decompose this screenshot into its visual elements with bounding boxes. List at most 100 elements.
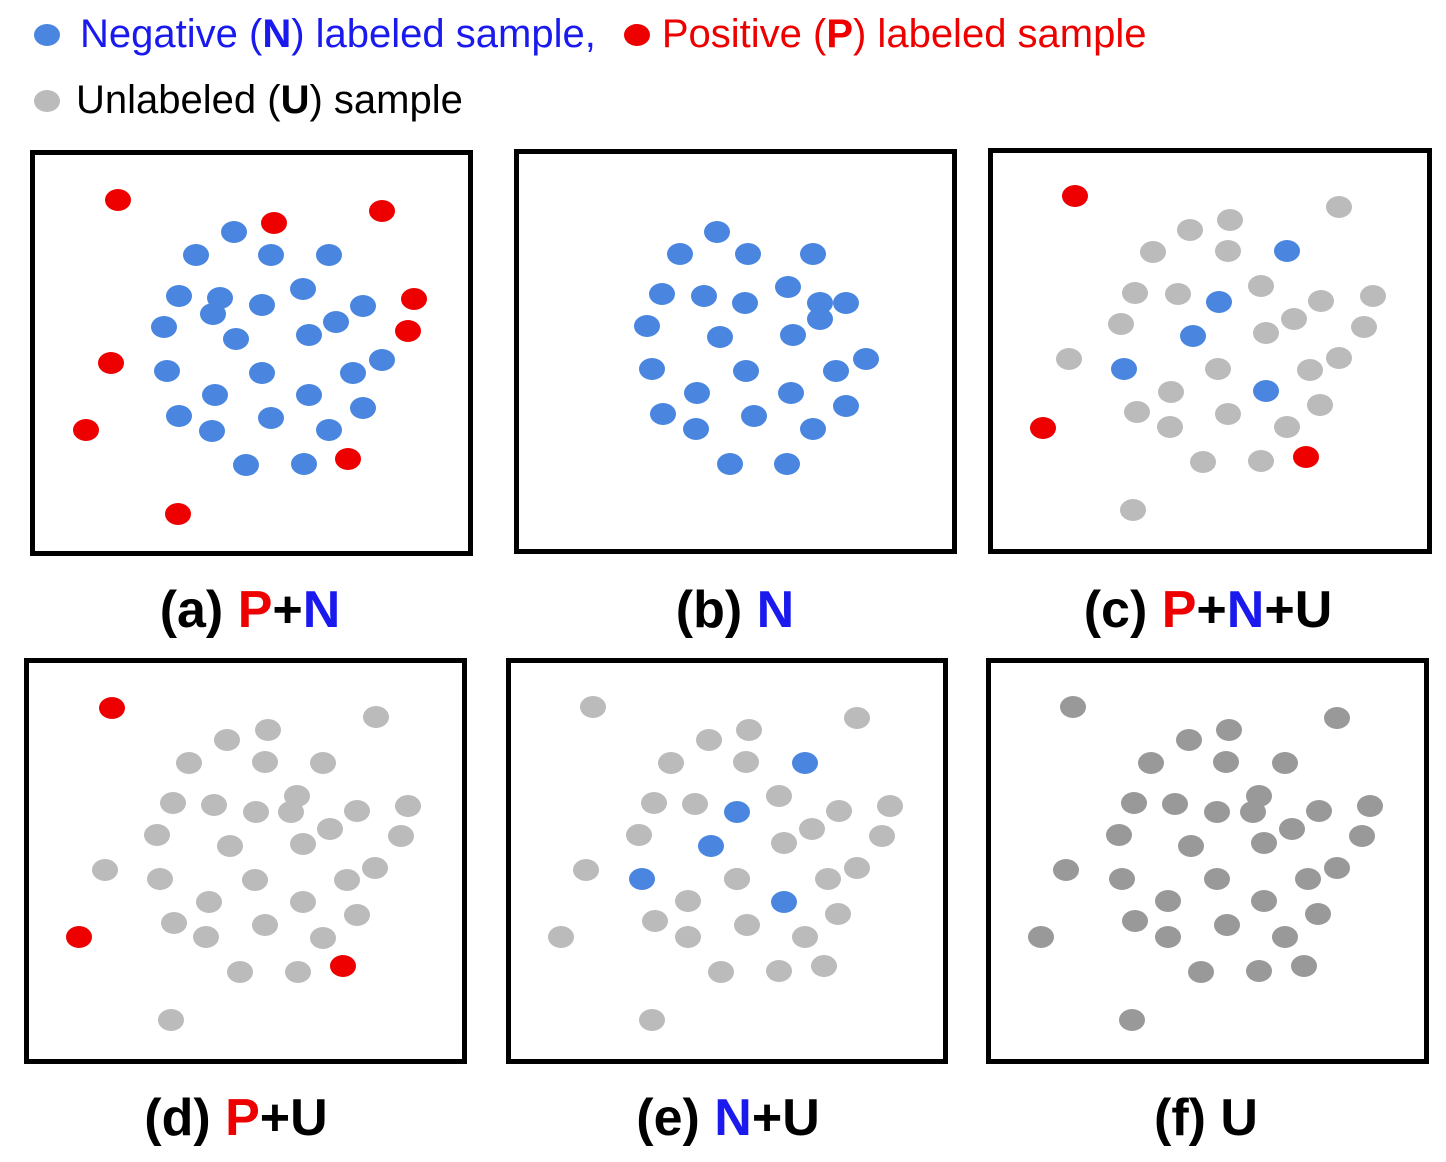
negative-point — [249, 362, 275, 384]
negative-point — [1274, 240, 1300, 262]
scatter-b — [634, 221, 879, 475]
negative-point — [249, 294, 275, 316]
negative-point — [800, 243, 826, 265]
unlabeled-point — [642, 910, 668, 932]
negative-point — [323, 311, 349, 333]
negative-point — [639, 358, 665, 380]
unlabeled-point — [1217, 209, 1243, 231]
scatter-f — [1028, 696, 1383, 1031]
negative-point — [1111, 358, 1137, 380]
negative-point — [350, 295, 376, 317]
caption-part: N — [714, 1089, 752, 1147]
unlabeled-point — [844, 707, 870, 729]
unlabeled-point — [1253, 322, 1279, 344]
unlabeled-point — [1240, 801, 1266, 823]
unlabeled-dot-icon — [34, 89, 60, 112]
caption-part: + — [272, 581, 303, 639]
positive-point — [1030, 417, 1056, 439]
negative-point — [629, 868, 655, 890]
negative-point — [316, 419, 342, 441]
positive-point — [401, 288, 427, 310]
unlabeled-point — [1357, 795, 1383, 817]
negative-dot-icon — [34, 23, 60, 46]
unlabeled-point — [1155, 890, 1181, 912]
negative-point — [853, 348, 879, 370]
unlabeled-point — [1295, 868, 1321, 890]
unlabeled-point — [344, 800, 370, 822]
unlabeled-point — [734, 914, 760, 936]
unlabeled-point — [290, 891, 316, 913]
unlabeled-point — [317, 818, 343, 840]
unlabeled-point — [92, 859, 118, 881]
panel-a — [30, 150, 473, 556]
negative-point — [369, 349, 395, 371]
unlabeled-point — [1190, 451, 1216, 473]
unlabeled-point — [826, 800, 852, 822]
unlabeled-point — [799, 818, 825, 840]
unlabeled-point — [1028, 926, 1054, 948]
positive-dot-icon — [623, 23, 650, 46]
unlabeled-point — [214, 729, 240, 751]
unlabeled-point — [1204, 868, 1230, 890]
legend-row-unlabeled: Unlabeled (U) sample — [34, 78, 463, 123]
negative-point — [649, 283, 675, 305]
positive-point — [330, 955, 356, 977]
unlabeled-point — [1056, 348, 1082, 370]
unlabeled-point — [1308, 290, 1334, 312]
caption-part: + — [1196, 581, 1227, 639]
negative-point — [667, 243, 693, 265]
unlabeled-point — [1155, 926, 1181, 948]
unlabeled-point — [1248, 450, 1274, 472]
positive-point — [261, 212, 287, 234]
unlabeled-point — [1214, 914, 1240, 936]
negative-point — [154, 360, 180, 382]
unlabeled-point — [708, 961, 734, 983]
negative-point — [735, 243, 761, 265]
unlabeled-point — [227, 961, 253, 983]
unlabeled-point — [766, 960, 792, 982]
negative-point — [199, 420, 225, 442]
negative-point — [800, 418, 826, 440]
unlabeled-point — [1215, 240, 1241, 262]
panel-d — [24, 658, 467, 1064]
unlabeled-point — [736, 719, 762, 741]
negative-point — [807, 292, 833, 314]
unlabeled-point — [1140, 241, 1166, 263]
caption-part: N — [302, 581, 341, 639]
unlabeled-point — [1205, 358, 1231, 380]
legend-unlabeled: Unlabeled (U) sample — [76, 78, 463, 122]
unlabeled-point — [1272, 926, 1298, 948]
panel-f — [986, 658, 1429, 1064]
caption-tag: (e) — [636, 1089, 715, 1147]
negative-point — [223, 328, 249, 350]
negative-point — [258, 244, 284, 266]
unlabeled-point — [1177, 219, 1203, 241]
unlabeled-point — [395, 795, 421, 817]
negative-point — [151, 316, 177, 338]
negative-point — [290, 278, 316, 300]
unlabeled-point — [792, 926, 818, 948]
unlabeled-point — [158, 1009, 184, 1031]
caption-d: (d) P+U — [144, 1088, 327, 1148]
negative-point — [291, 453, 317, 475]
negative-point — [683, 418, 709, 440]
negative-point — [833, 292, 859, 314]
negative-point — [634, 315, 660, 337]
unlabeled-point — [363, 706, 389, 728]
unlabeled-point — [147, 868, 173, 890]
unlabeled-point — [1109, 868, 1135, 890]
unlabeled-point — [1108, 313, 1134, 335]
unlabeled-point — [1251, 890, 1277, 912]
negative-point — [704, 221, 730, 243]
unlabeled-point — [771, 832, 797, 854]
unlabeled-point — [626, 824, 652, 846]
negative-point — [166, 285, 192, 307]
unlabeled-point — [1306, 800, 1332, 822]
unlabeled-point — [1297, 359, 1323, 381]
unlabeled-point — [1326, 196, 1352, 218]
unlabeled-point — [1138, 752, 1164, 774]
negative-point — [771, 891, 797, 913]
unlabeled-point — [1122, 910, 1148, 932]
unlabeled-point — [388, 825, 414, 847]
caption-tag: (f) — [1154, 1089, 1221, 1147]
